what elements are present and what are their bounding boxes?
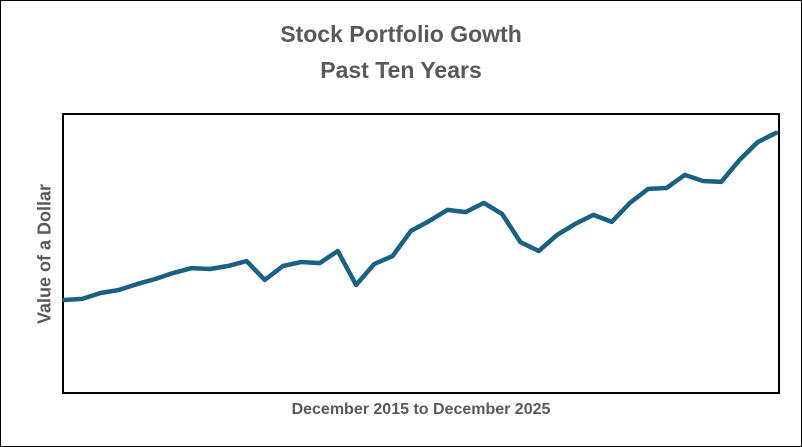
- plot-area: [62, 113, 780, 394]
- chart-title: Stock Portfolio Gowth: [280, 21, 522, 47]
- series-line: [61, 130, 779, 303]
- x-axis-label: December 2015 to December 2025: [291, 401, 551, 418]
- chart-subtitle: Past Ten Years: [320, 57, 482, 83]
